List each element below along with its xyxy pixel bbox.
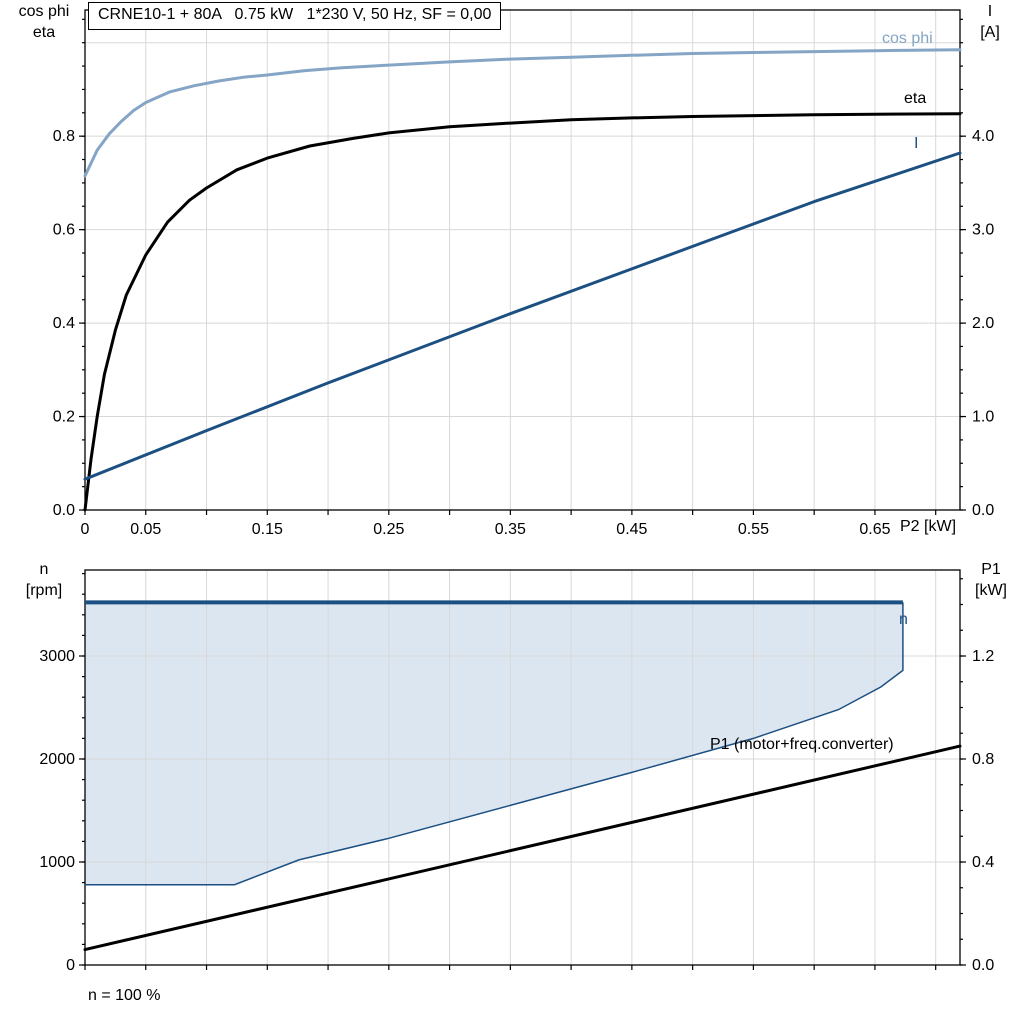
svg-text:0.0: 0.0 [53, 502, 75, 519]
svg-text:0.8: 0.8 [53, 128, 75, 145]
series-i [83, 151, 962, 481]
svg-text:0.6: 0.6 [53, 222, 75, 239]
svg-text:0.05: 0.05 [130, 521, 161, 538]
bottom-left-axis-title: n [rpm] [10, 560, 78, 602]
svg-text:0.35: 0.35 [495, 521, 526, 538]
n-min-line [85, 602, 904, 886]
svg-text:0.15: 0.15 [252, 521, 283, 538]
right-axis-title-line2: [A] [980, 23, 1000, 41]
p1-axis-title-line1: P1 [981, 561, 1001, 578]
n-axis-title-line2: [rpm] [25, 581, 63, 599]
svg-text:0: 0 [81, 521, 90, 538]
svg-text:4.0: 4.0 [972, 128, 994, 145]
bottom-right-axis-title: P1 [kW] [962, 560, 1020, 602]
svg-text:0.4: 0.4 [972, 854, 994, 871]
svg-text:1000: 1000 [39, 854, 75, 871]
eta-curve-label: eta [904, 90, 927, 107]
chart-1: 0 1000 2000 3000 0.0 0.4 0.8 1.2 [39, 569, 994, 974]
speed-footnote: n = 100 % [88, 987, 161, 1004]
series-eta [83, 112, 962, 512]
chart-1-tick-labels: 0 1000 2000 3000 0.0 0.4 0.8 1.2 [39, 648, 994, 974]
left-axis-title-line1: cos phi [18, 3, 70, 20]
svg-text:0.45: 0.45 [616, 521, 647, 538]
chart-1-grid [85, 570, 960, 965]
svg-text:1.0: 1.0 [972, 409, 994, 426]
n-axis-title-line1: n [39, 561, 49, 578]
svg-text:0.4: 0.4 [53, 315, 75, 332]
svg-text:2.0: 2.0 [972, 315, 994, 332]
current-curve-label: I [914, 135, 919, 152]
series-p1-motor-freq-converter- [83, 744, 962, 952]
cos-phi-curve-label: cos phi [882, 30, 933, 47]
svg-text:3.0: 3.0 [972, 222, 994, 239]
svg-text:0.0: 0.0 [972, 957, 994, 974]
chart-0-grid [85, 10, 960, 510]
n-band-label: n [899, 611, 908, 628]
right-axis-title-line1: I [987, 3, 993, 20]
series-cos-phi [83, 48, 962, 178]
svg-text:0.8: 0.8 [972, 751, 994, 768]
chart-1-ticks [79, 573, 966, 970]
chart-0-ticks [79, 18, 966, 515]
svg-text:0.25: 0.25 [373, 521, 404, 538]
svg-text:0.65: 0.65 [859, 521, 890, 538]
p1-axis-title-line2: [kW] [975, 581, 1007, 599]
plot-border [84, 9, 961, 511]
p1-curve-label: P1 (motor+freq.converter) [710, 736, 894, 753]
chart-title-box: CRNE10-1 + 80A 0.75 kW 1*230 V, 50 Hz, S… [88, 2, 502, 30]
svg-text:0: 0 [66, 957, 75, 974]
chart-0: 0 0.05 0.15 0.25 0.35 0.45 0.55 0.65 0.0 0.2 0.4 0.… [53, 9, 995, 538]
svg-text:0.0: 0.0 [972, 502, 994, 519]
top-right-axis-title: I [A] [962, 2, 1018, 44]
svg-text:3000: 3000 [39, 648, 75, 665]
svg-text:2000: 2000 [39, 751, 75, 768]
top-left-axis-title: cos phi eta [8, 2, 80, 44]
left-axis-title-line2: eta [32, 23, 56, 41]
speed-operating-band-fill [85, 602, 903, 885]
svg-text:0.2: 0.2 [53, 409, 75, 426]
x-axis-title: P2 [kW] [900, 518, 957, 535]
chart-0-tick-labels: 0 0.05 0.15 0.25 0.35 0.45 0.55 0.65 0.0 0.2 0.4 0.… [53, 128, 995, 538]
svg-text:0.55: 0.55 [738, 521, 769, 538]
plot-border [84, 569, 961, 966]
svg-text:1.2: 1.2 [972, 648, 994, 665]
